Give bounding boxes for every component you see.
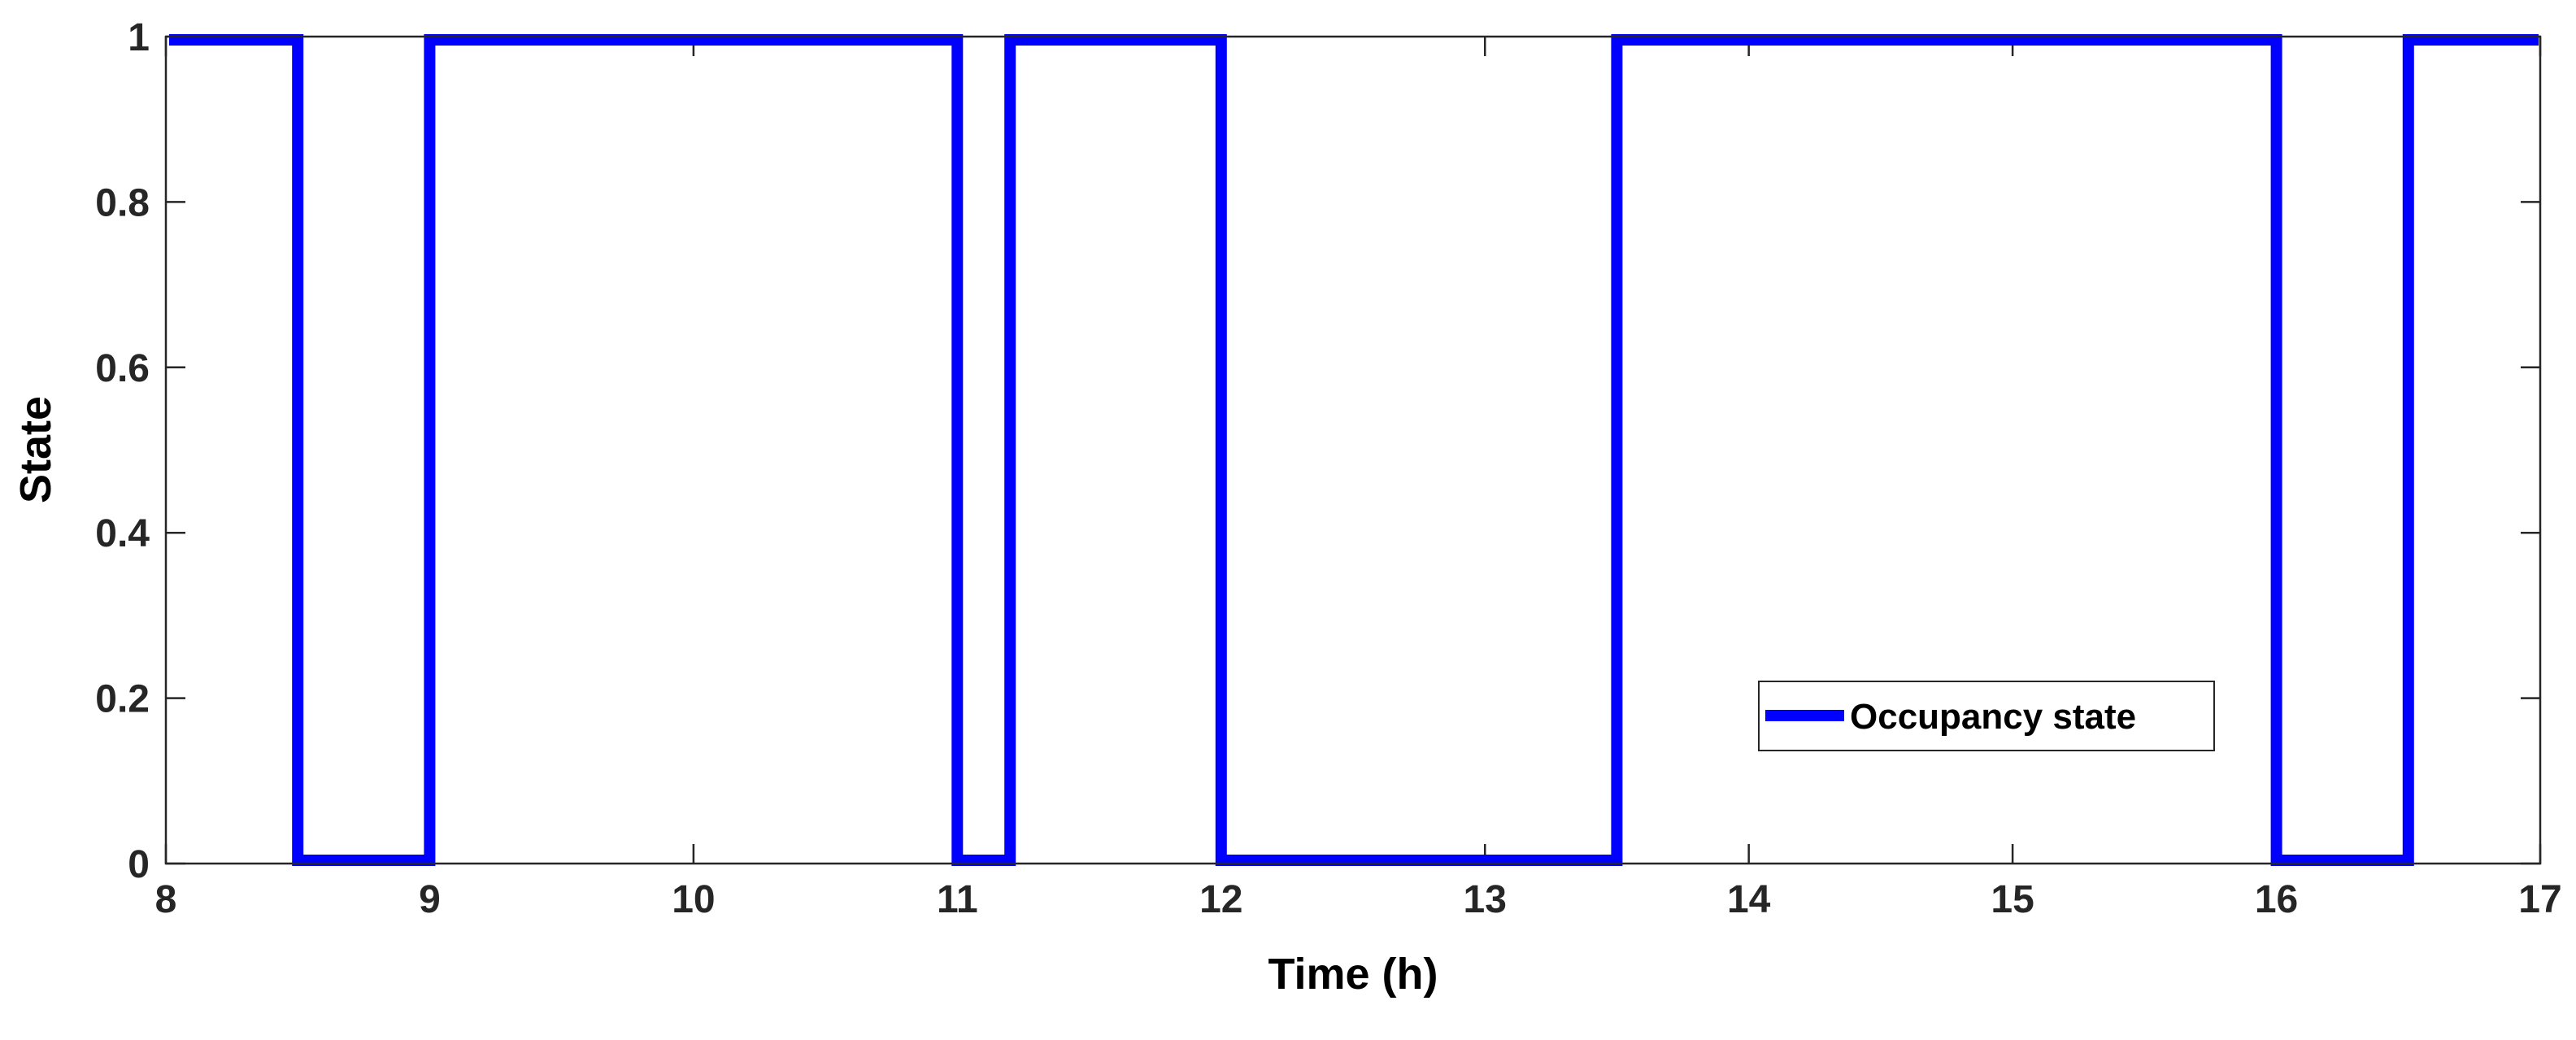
y-tick-label: 0.4 — [95, 512, 150, 555]
x-tick-label: 11 — [937, 878, 978, 921]
x-tick-label: 17 — [2518, 878, 2561, 921]
x-tick-label: 16 — [2255, 878, 2298, 921]
y-axis-ticks: 0 0.2 0.4 0.6 0.8 1 — [95, 16, 2540, 886]
legend: Occupancy state — [1758, 681, 2215, 751]
y-axis-label: State — [11, 396, 60, 503]
x-axis-label: Time (h) — [1268, 950, 1438, 999]
x-tick-label: 15 — [1991, 878, 2034, 921]
x-tick-label: 10 — [672, 878, 715, 921]
y-tick-label: 0 — [128, 843, 150, 886]
x-tick-label: 12 — [1199, 878, 1242, 921]
series-layer — [169, 34, 2539, 866]
y-tick-label: 0.2 — [95, 678, 150, 721]
x-tick-label: 14 — [1727, 878, 1771, 921]
x-tick-label: 9 — [419, 878, 441, 921]
plot-frame — [164, 35, 2542, 865]
y-tick-label: 0.6 — [95, 347, 150, 390]
x-tick-label: 8 — [155, 878, 177, 921]
legend-label: Occupancy state — [1850, 697, 2136, 737]
y-tick-label: 1 — [128, 16, 150, 59]
y-tick-label: 0.8 — [95, 181, 150, 224]
x-tick-label: 13 — [1464, 878, 1507, 921]
series-line-occupancy-state — [169, 34, 2539, 866]
